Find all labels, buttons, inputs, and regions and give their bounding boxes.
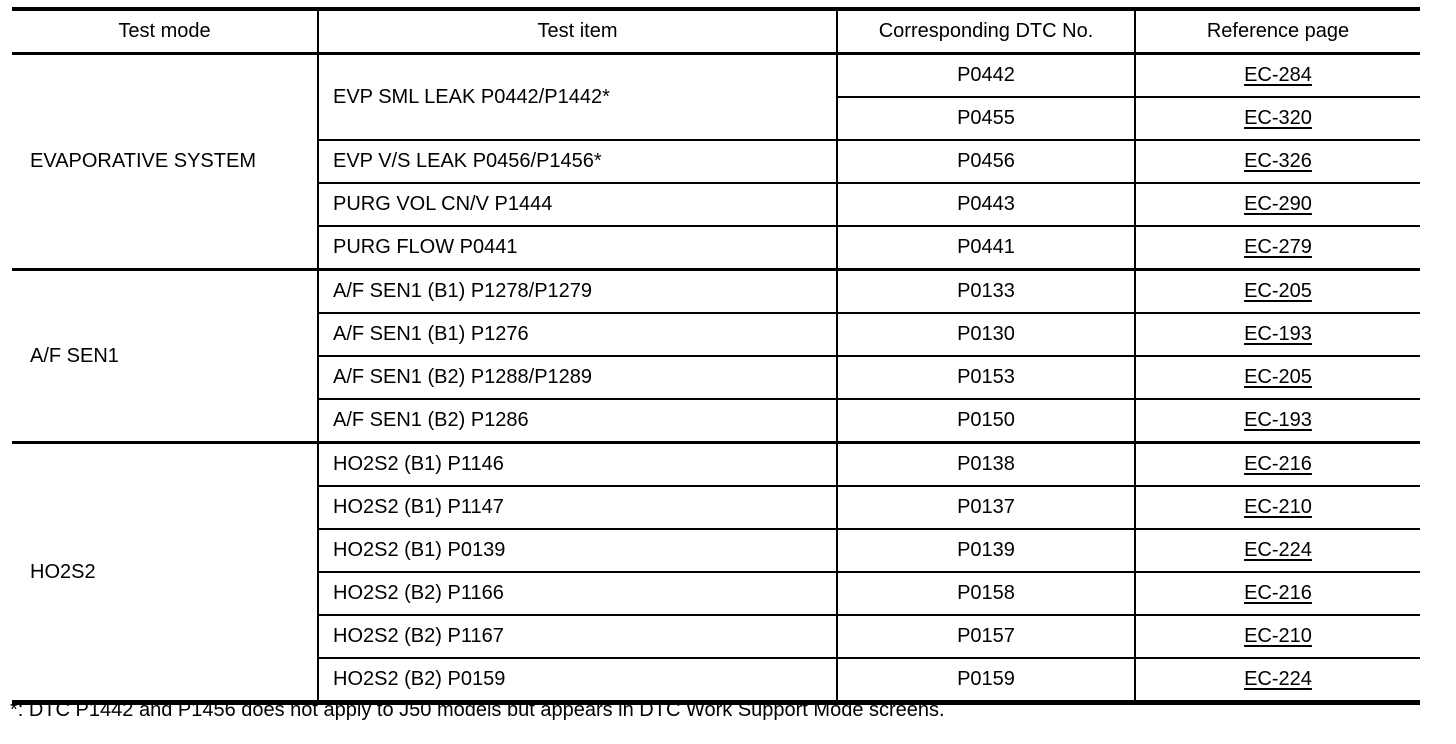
reference-page-cell: EC-193 [1134, 398, 1420, 444]
col-header-dtc-no: Corresponding DTC No. [836, 9, 1136, 55]
dtc-cell: P0159 [836, 657, 1136, 704]
dtc-work-support-table: Test mode Test item Corresponding DTC No… [12, 7, 1420, 705]
reference-page-link[interactable]: EC-290 [1244, 193, 1312, 215]
reference-page-link[interactable]: EC-279 [1244, 236, 1312, 258]
reference-page-link[interactable]: EC-326 [1244, 150, 1312, 172]
reference-page-cell: EC-216 [1134, 441, 1420, 487]
table-row: HO2S2 (B1) P1147 P0137 EC-210 [12, 485, 1420, 530]
reference-page-cell: EC-290 [1134, 182, 1420, 227]
test-item-cell: HO2S2 (B2) P1166 [317, 571, 838, 616]
reference-page-link[interactable]: EC-320 [1244, 107, 1312, 129]
test-item-cell: HO2S2 (B2) P1167 [317, 614, 838, 659]
reference-page-link[interactable]: EC-216 [1244, 582, 1312, 604]
test-item-cell: HO2S2 (B1) P1146 [317, 441, 838, 487]
reference-page-link[interactable]: EC-224 [1244, 539, 1312, 561]
table-row: EVP V/S LEAK P0456/P1456* P0456 EC-326 [12, 139, 1420, 184]
reference-page-link[interactable]: EC-205 [1244, 366, 1312, 388]
reference-page-cell: EC-193 [1134, 312, 1420, 357]
reference-page-cell: EC-210 [1134, 485, 1420, 530]
reference-page-cell: EC-205 [1134, 268, 1420, 314]
dtc-cell: P0150 [836, 398, 1136, 444]
reference-page-cell: EC-284 [1134, 52, 1420, 98]
table-row: A/F SEN1 A/F SEN1 (B1) P1278/P1279 P0133… [12, 268, 1420, 444]
reference-page-link[interactable]: EC-205 [1244, 280, 1312, 302]
reference-page-link[interactable]: EC-193 [1244, 409, 1312, 431]
table-row: HO2S2 (B1) P0139 P0139 EC-224 [12, 528, 1420, 573]
table-row: PURG FLOW P0441 P0441 EC-279 [12, 225, 1420, 271]
dtc-cell: P0138 [836, 441, 1136, 487]
test-item-cell: A/F SEN1 (B1) P1276 [317, 312, 838, 357]
table-row: A/F SEN1 (B1) P1276 P0130 EC-193 [12, 312, 1420, 357]
col-header-test-item: Test item [317, 9, 838, 55]
reference-page-cell: EC-224 [1134, 657, 1420, 704]
dtc-cell: P0442 [836, 52, 1136, 98]
test-mode-cell: HO2S2 [12, 441, 319, 704]
col-header-test-mode: Test mode [12, 9, 319, 55]
test-item-cell: A/F SEN1 (B2) P1288/P1289 [317, 355, 838, 400]
table-row: HO2S2 HO2S2 (B1) P1146 P0138 EC-216 [12, 441, 1420, 704]
test-item-cell: HO2S2 (B1) P0139 [317, 528, 838, 573]
dtc-cell: P0133 [836, 268, 1136, 314]
test-item-cell: A/F SEN1 (B2) P1286 [317, 398, 838, 444]
test-item-cell: A/F SEN1 (B1) P1278/P1279 [317, 268, 838, 314]
table-row: EVAPORATIVE SYSTEM EVP SML LEAK P0442/P1… [12, 52, 1420, 271]
test-item-cell: PURG VOL CN/V P1444 [317, 182, 838, 227]
reference-page-link[interactable]: EC-193 [1244, 323, 1312, 345]
test-item-cell: HO2S2 (B2) P0159 [317, 657, 838, 704]
reference-page-cell: EC-320 [1134, 96, 1420, 141]
test-item-cell: HO2S2 (B1) P1147 [317, 485, 838, 530]
dtc-cell: P0455 [836, 96, 1136, 141]
reference-page-link[interactable]: EC-210 [1244, 496, 1312, 518]
reference-page-cell: EC-279 [1134, 225, 1420, 271]
reference-page-cell: EC-205 [1134, 355, 1420, 400]
test-mode-cell: A/F SEN1 [12, 268, 319, 444]
dtc-cell: P0130 [836, 312, 1136, 357]
header-row: Test mode Test item Corresponding DTC No… [12, 9, 1420, 55]
test-mode-cell: EVAPORATIVE SYSTEM [12, 52, 319, 271]
reference-page-link[interactable]: EC-210 [1244, 625, 1312, 647]
footnote: *: DTC P1442 and P1456 does not apply to… [10, 699, 945, 721]
table-row: HO2S2 (B2) P0159 P0159 EC-224 [12, 657, 1420, 704]
table-row: A/F SEN1 (B2) P1288/P1289 P0153 EC-205 [12, 355, 1420, 400]
dtc-cell: P0456 [836, 139, 1136, 184]
reference-page-cell: EC-210 [1134, 614, 1420, 659]
reference-page-link[interactable]: EC-284 [1244, 64, 1312, 86]
table-row: PURG VOL CN/V P1444 P0443 EC-290 [12, 182, 1420, 227]
test-item-cell: EVP V/S LEAK P0456/P1456* [317, 139, 838, 184]
dtc-cell: P0157 [836, 614, 1136, 659]
reference-page-cell: EC-326 [1134, 139, 1420, 184]
reference-page-link[interactable]: EC-224 [1244, 668, 1312, 690]
dtc-cell: P0139 [836, 528, 1136, 573]
reference-page-cell: EC-216 [1134, 571, 1420, 616]
dtc-cell: P0153 [836, 355, 1136, 400]
table-row: HO2S2 (B2) P1166 P0158 EC-216 [12, 571, 1420, 616]
table-row: A/F SEN1 (B2) P1286 P0150 EC-193 [12, 398, 1420, 444]
col-header-reference-page: Reference page [1134, 9, 1420, 55]
reference-page-cell: EC-224 [1134, 528, 1420, 573]
dtc-cell: P0137 [836, 485, 1136, 530]
dtc-cell: P0443 [836, 182, 1136, 227]
test-item-cell: PURG FLOW P0441 [317, 225, 838, 271]
dtc-cell: P0441 [836, 225, 1136, 271]
test-item-cell: EVP SML LEAK P0442/P1442* [317, 52, 838, 141]
reference-page-link[interactable]: EC-216 [1244, 453, 1312, 475]
table-row: P0455 EC-320 [12, 96, 1420, 141]
table-row: HO2S2 (B2) P1167 P0157 EC-210 [12, 614, 1420, 659]
dtc-cell: P0158 [836, 571, 1136, 616]
